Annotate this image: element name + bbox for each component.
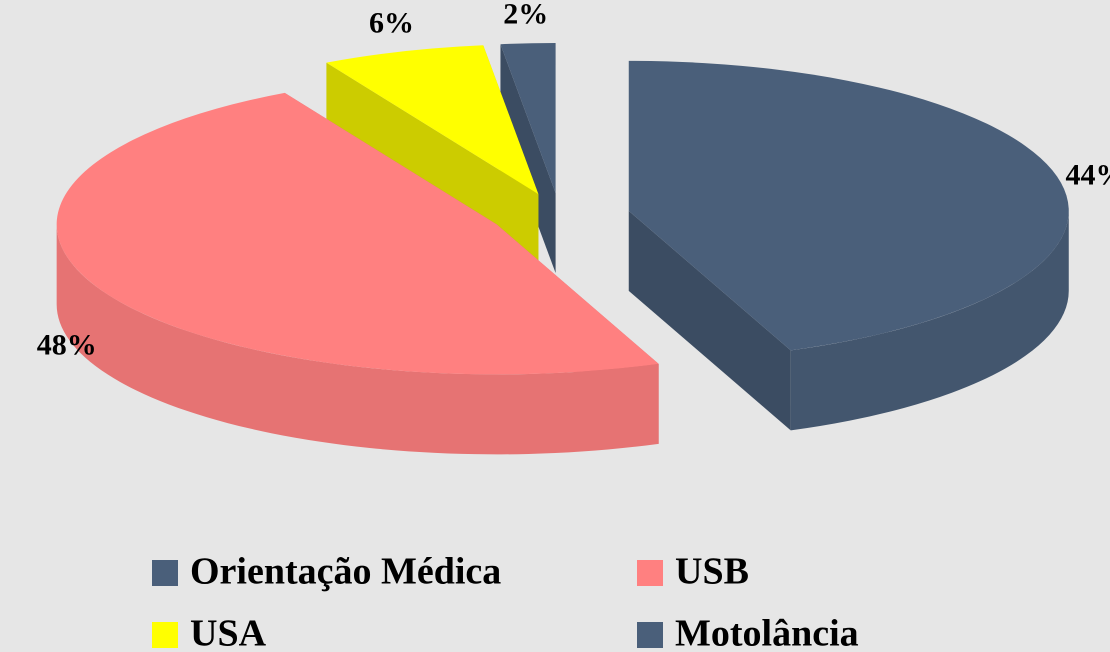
slice-top [56,92,659,375]
data-label: 48% [37,329,97,362]
legend-swatch [637,622,663,648]
data-label: 2% [503,0,548,30]
legend-swatch [637,560,663,586]
legend-label: Motolância [675,613,859,652]
slice-top [628,60,1069,351]
slice-wall [628,210,791,431]
legend-swatch [152,622,178,648]
legend-label: USB [675,551,749,593]
legend-label: USA [190,613,267,652]
pie-slice [628,60,1069,431]
pie-slice [500,43,556,274]
pie-slice [56,92,659,455]
slice-side [56,224,659,455]
slice-top [326,45,539,195]
slice-wall [500,44,556,274]
slice-top [500,43,556,194]
data-label: 44% [1066,159,1110,192]
legend-label: Orientação Médica [190,551,501,593]
legend-swatch [152,560,178,586]
data-label: 6% [369,7,414,40]
slice-side [790,210,1069,431]
